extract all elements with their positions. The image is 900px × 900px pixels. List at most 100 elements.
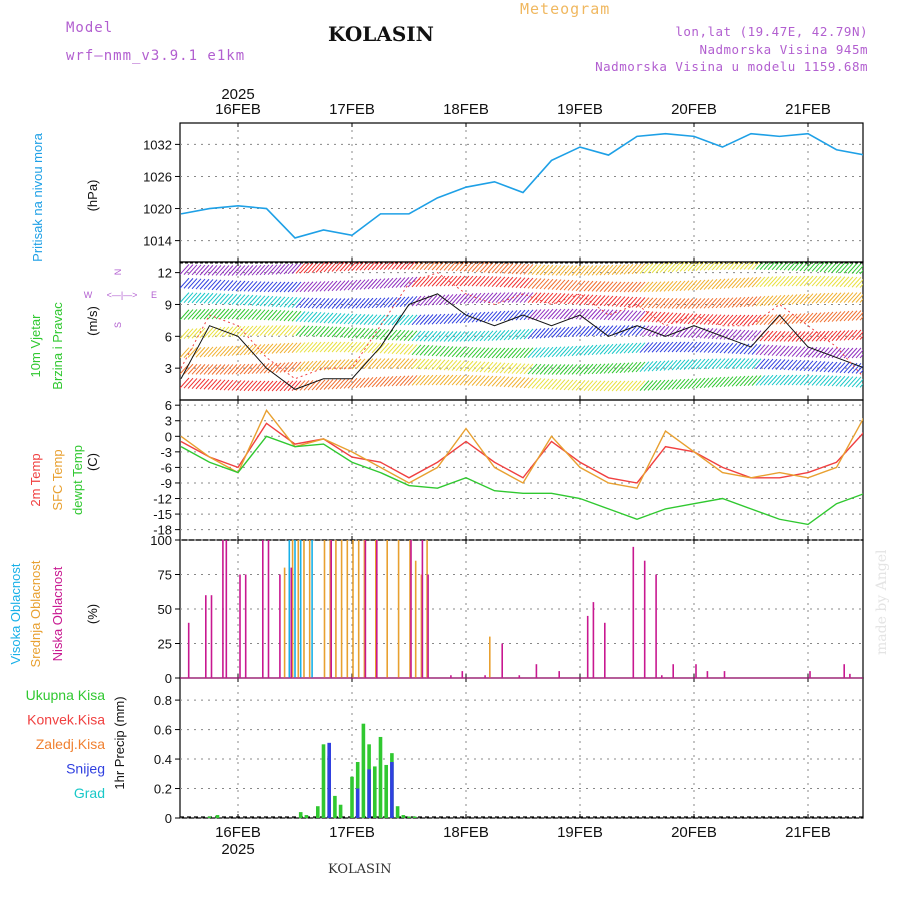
temp-dewp-axis-title: dewpt Temp (70, 445, 85, 515)
wind-barb (675, 262, 686, 272)
wind-barb (351, 358, 362, 370)
wind-barb (351, 327, 362, 339)
wind-barb (619, 264, 630, 275)
total-precip-bar (384, 764, 388, 818)
wind-barb (475, 361, 486, 373)
wind-barb (479, 330, 490, 342)
wind-barb (567, 308, 578, 320)
wind-barb (371, 328, 382, 340)
wind-barb (459, 312, 470, 324)
wind-barb (775, 331, 786, 342)
wind-barb (647, 360, 658, 372)
wind-barb (227, 379, 238, 391)
wind-barb (735, 358, 746, 369)
wind-barb (835, 276, 846, 287)
wind-barb (855, 311, 863, 321)
wind-barb (767, 330, 778, 342)
wind-barb (339, 313, 350, 325)
wind-barb (831, 262, 842, 273)
wind-barb (691, 313, 702, 325)
wind-barb (435, 275, 446, 287)
x-bottom-tick-label: 18FEB (443, 824, 489, 841)
wind-barb (859, 298, 863, 303)
wind-barb (855, 293, 863, 303)
wind-barb (247, 281, 258, 292)
wind-barb (539, 308, 550, 320)
wind-barb (363, 342, 374, 353)
wind-barb (507, 376, 518, 388)
wind-barb (587, 344, 598, 356)
wind-barb (271, 296, 282, 307)
wind-barb (679, 359, 690, 370)
wind-barb (467, 275, 478, 287)
wind-barb (623, 281, 634, 293)
wind-barb (627, 342, 638, 354)
wind-barb (355, 327, 366, 339)
wind-barb (511, 292, 522, 303)
wind-barb (819, 292, 830, 304)
wind-barb (663, 312, 674, 324)
wind-barb (231, 280, 242, 292)
wind-barb (799, 346, 810, 358)
temp-sfc-line (180, 409, 863, 489)
wind-barb (295, 380, 306, 391)
wind-barb (335, 326, 346, 338)
wind-barb (475, 330, 486, 342)
wind-barb (383, 277, 394, 289)
wind-barb (591, 325, 602, 337)
wind-barb (555, 326, 566, 338)
wind-barb (255, 264, 266, 276)
wind-barb (607, 380, 618, 392)
wind-barb (199, 378, 210, 390)
wind-barb (323, 262, 334, 273)
wind-barb (759, 374, 770, 386)
wind-barb (319, 280, 330, 292)
wind-barb (679, 298, 690, 309)
wind-barb (403, 276, 414, 288)
wind-barb (859, 283, 863, 288)
wind-barb (843, 329, 854, 341)
wind-barb (287, 361, 298, 373)
wind-barb (399, 358, 410, 369)
wind-barb (671, 359, 682, 371)
wind-barb (319, 359, 330, 371)
wind-barb (755, 276, 766, 288)
wind-barb (395, 314, 406, 326)
wind-barb (659, 360, 670, 371)
wind-barb (351, 298, 362, 309)
wind-barb (439, 345, 450, 357)
wind-barb (719, 314, 730, 326)
wind-barb (775, 275, 786, 287)
wind-barb (331, 378, 342, 390)
wind-barb (435, 262, 444, 271)
wind-barb (455, 346, 466, 358)
wind-barb (223, 326, 234, 337)
wind-barb (695, 341, 706, 353)
wind-barb (543, 364, 554, 375)
wind-barb (703, 328, 714, 339)
wind-barb (627, 296, 638, 308)
wind-barb (843, 292, 854, 303)
wind-barb (375, 358, 386, 369)
wind-barb (655, 341, 666, 353)
wind-barb (791, 313, 802, 324)
wind-barb (395, 343, 406, 355)
wind-barb (327, 312, 338, 324)
wind-barb (719, 278, 730, 290)
wind-barb (183, 278, 194, 289)
wind-barb (675, 280, 686, 292)
wind-barb (527, 363, 538, 375)
wind-barb (683, 326, 694, 338)
wind-barb (815, 361, 826, 372)
wind-barb (367, 297, 378, 309)
wind-barb (743, 314, 754, 326)
wind-barb (335, 359, 346, 370)
wind-barb (847, 329, 858, 341)
wind-barb (847, 347, 858, 359)
wind-barb (247, 309, 258, 320)
wind-barb (355, 314, 366, 325)
wind-barb (699, 279, 710, 291)
wind-barb (831, 276, 842, 287)
wind-barb (363, 377, 374, 388)
wind-barb (551, 264, 562, 276)
